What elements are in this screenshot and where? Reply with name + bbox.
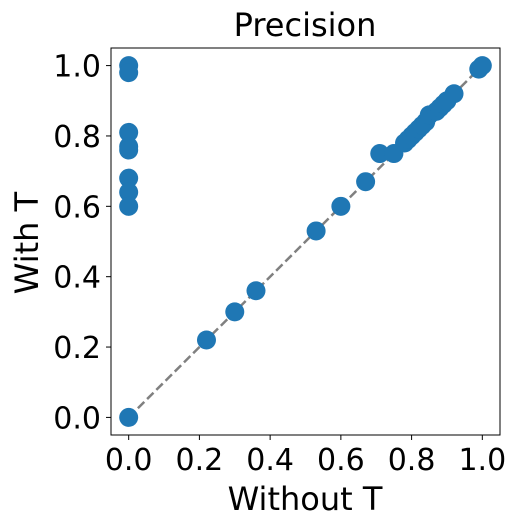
- data-point: [472, 56, 492, 76]
- data-point: [119, 63, 139, 83]
- x-tick-label: 0.8: [388, 443, 436, 478]
- data-point: [196, 330, 216, 350]
- data-point: [356, 172, 376, 192]
- x-tick-label: 0.6: [317, 443, 365, 478]
- axes-frame: [110, 47, 501, 436]
- x-axis-label: Without T: [228, 480, 383, 518]
- data-point: [306, 221, 326, 241]
- y-tick-label: 0.4: [53, 261, 101, 296]
- y-tick-label: 0.2: [53, 331, 101, 366]
- x-tick-label: 0.2: [176, 443, 224, 478]
- data-point: [119, 407, 139, 427]
- data-point: [119, 196, 139, 216]
- data-point: [119, 168, 139, 188]
- y-tick-label: 0.6: [53, 190, 101, 225]
- reference-line: [127, 64, 484, 419]
- y-tick-label: 0.8: [53, 120, 101, 155]
- data-point: [119, 182, 139, 202]
- data-point: [246, 281, 266, 301]
- x-tick-label: 0.0: [105, 443, 153, 478]
- y-tick-label: 0.0: [53, 401, 101, 436]
- y-axis-label: With T: [8, 191, 46, 294]
- data-point: [119, 122, 139, 142]
- data-point: [444, 84, 464, 104]
- data-point: [370, 144, 390, 164]
- chart-title: Precision: [234, 6, 377, 44]
- plot-area: 0.0 0.2 0.4 0.6 0.8 1.0 0.0 0.2 0.4 0.6 0.8 1.0: [53, 47, 506, 478]
- data-point: [119, 140, 139, 160]
- data-point: [331, 196, 351, 216]
- x-tick-label: 1.0: [458, 443, 506, 478]
- x-tick-label: 0.4: [246, 443, 294, 478]
- data-point: [225, 302, 245, 322]
- y-tick-label: 1.0: [53, 50, 101, 85]
